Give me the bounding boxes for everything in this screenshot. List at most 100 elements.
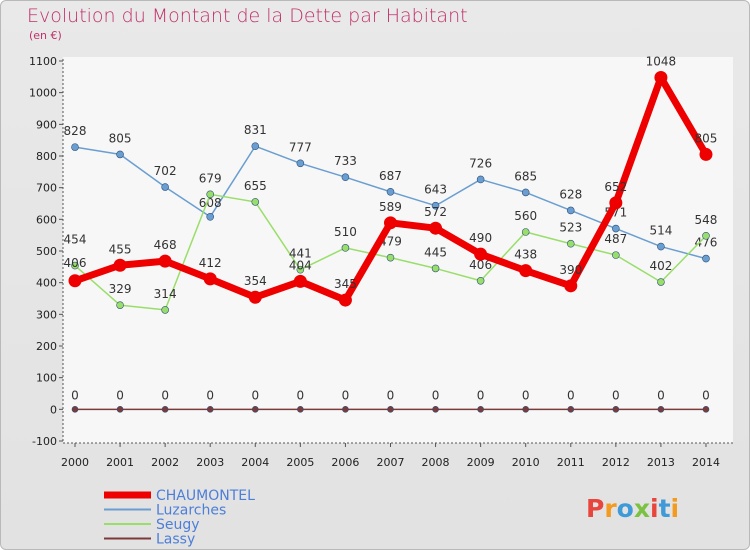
series-seugy-data-label: 329	[109, 282, 132, 296]
logo-letter: i	[671, 494, 680, 523]
y-tick-label: 500	[36, 245, 57, 258]
series-luzarches-data-label: 643	[424, 183, 447, 197]
series-lassy-data-label: 0	[297, 388, 305, 402]
x-tick-label: 2014	[692, 456, 720, 469]
series-luzarches-point	[296, 159, 305, 168]
series-lassy-point	[567, 406, 575, 413]
series-chaumontel-point	[158, 254, 172, 268]
series-chaumontel-data-label: 438	[514, 248, 537, 262]
series-luzarches-point	[612, 224, 620, 233]
x-tick-label: 2000	[61, 456, 89, 469]
series-seugy-data-label: 487	[604, 232, 627, 246]
series-luzarches-data-label: 514	[649, 224, 672, 238]
series-seugy-point	[566, 239, 575, 248]
logo-letter: P	[586, 494, 604, 523]
series-lassy-data-label: 0	[116, 388, 124, 402]
series-seugy-data-label: 655	[244, 179, 267, 193]
series-seugy-data-label: 314	[154, 287, 177, 301]
series-chaumontel-point	[609, 196, 623, 210]
x-tick-label: 2009	[467, 456, 495, 469]
series-lassy-data-label: 0	[206, 388, 214, 402]
y-tick-label: 800	[36, 150, 57, 163]
series-luzarches-point	[386, 187, 395, 196]
series-chaumontel-data-label: 455	[109, 242, 132, 256]
series-luzarches-point	[431, 201, 440, 210]
series-luzarches-point	[702, 254, 710, 263]
series-chaumontel-point	[338, 293, 352, 307]
y-tick-label: 1000	[29, 87, 57, 100]
y-tick-label: 300	[36, 308, 57, 321]
series-seugy-data-label: 445	[424, 245, 447, 259]
series-seugy-data-label: 510	[334, 225, 357, 239]
series-chaumontel-data-label: 572	[424, 205, 447, 219]
series-lassy-point	[251, 406, 259, 413]
y-tick-label: -100	[32, 435, 57, 448]
x-tick-label: 2004	[241, 456, 269, 469]
series-seugy-data-label: 560	[514, 209, 537, 223]
series-chaumontel-data-label: 652	[604, 180, 627, 194]
series-seugy-data-label: 402	[649, 259, 672, 273]
chart-title: Evolution du Montant de la Dette par Hab…	[27, 5, 468, 27]
series-seugy-point	[702, 232, 710, 240]
series-seugy-point	[206, 190, 215, 199]
x-tick-label: 2008	[422, 456, 450, 469]
legend-label: Luzarches	[156, 503, 226, 519]
x-tick-label: 2013	[647, 456, 675, 469]
series-luzarches-point	[566, 206, 575, 215]
series-seugy-point	[341, 244, 350, 252]
series-chaumontel-data-label: 490	[469, 231, 492, 245]
series-chaumontel-point	[68, 274, 82, 288]
series-luzarches-data-label: 726	[469, 156, 492, 170]
series-seugy-data-label: 523	[559, 221, 582, 235]
series-luzarches-point	[657, 242, 665, 251]
series-seugy-data-label: 679	[199, 171, 222, 185]
series-chaumontel-data-label: 589	[379, 200, 402, 214]
series-luzarches-data-label: 628	[559, 187, 582, 201]
series-chaumontel-data-label: 354	[244, 274, 267, 288]
series-seugy-point	[161, 306, 169, 314]
y-tick-label: 100	[36, 372, 57, 385]
series-chaumontel-data-label: 468	[154, 238, 177, 252]
series-chaumontel-point	[248, 290, 262, 304]
series-lassy-data-label: 0	[702, 388, 710, 402]
series-lassy-point	[432, 406, 439, 413]
series-lassy-point	[657, 406, 665, 413]
series-lassy-point	[702, 406, 710, 413]
series-luzarches-data-label: 805	[109, 131, 132, 145]
x-tick-label: 2005	[286, 456, 314, 469]
series-seugy-point	[296, 265, 305, 274]
series-lassy-point	[342, 406, 349, 413]
series-lassy-data-label: 0	[522, 388, 530, 402]
series-lassy-data-label: 0	[387, 388, 395, 402]
series-seugy-point	[657, 278, 665, 286]
x-tick-label: 2011	[557, 456, 585, 469]
x-tick-label: 2002	[151, 456, 179, 469]
series-lassy-point	[161, 406, 169, 413]
series-luzarches-data-label: 476	[695, 236, 718, 250]
unit-label: (en €)	[29, 29, 62, 42]
series-chaumontel-point	[293, 274, 307, 288]
x-tick-label: 2012	[602, 456, 630, 469]
series-luzarches-data-label: 687	[379, 169, 402, 183]
series-seugy-data-label: 454	[64, 233, 87, 247]
series-seugy-point	[431, 264, 440, 273]
series-lassy-data-label: 0	[567, 388, 575, 402]
series-luzarches-data-label: 777	[289, 140, 312, 154]
series-luzarches-data-label: 685	[514, 169, 537, 183]
series-chaumontel-point	[203, 272, 217, 286]
series-luzarches-point	[521, 188, 530, 197]
series-seugy-point	[612, 251, 620, 259]
y-tick-label: 0	[50, 403, 57, 416]
series-chaumontel-data-label: 406	[64, 256, 87, 270]
series-lassy-data-label: 0	[251, 388, 259, 402]
series-chaumontel-data-label: 805	[695, 131, 718, 145]
series-luzarches-point	[251, 142, 260, 150]
series-luzarches-point	[476, 175, 485, 184]
legend-label: Seugy	[156, 517, 200, 533]
logo-letter: r	[604, 494, 617, 523]
series-luzarches-data-label: 608	[199, 196, 222, 210]
series-chaumontel-point	[564, 279, 578, 293]
series-lassy-point	[297, 406, 304, 413]
series-lassy-data-label: 0	[612, 388, 620, 402]
